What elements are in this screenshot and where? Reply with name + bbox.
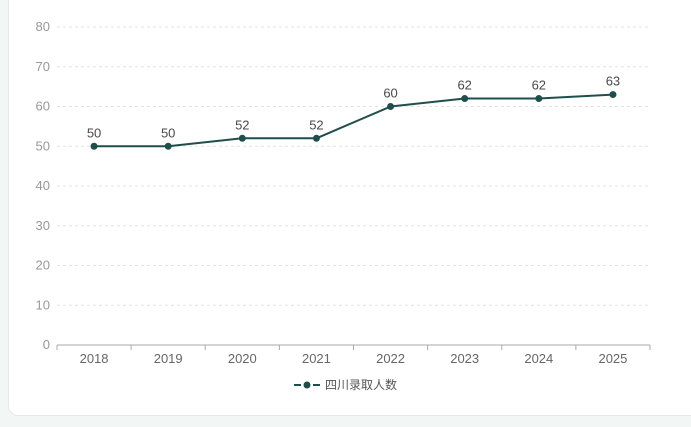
- data-point: [609, 91, 617, 99]
- legend-line-marker-icon: [293, 381, 320, 388]
- x-axis-tick-label: 2021: [302, 351, 331, 366]
- x-axis-tick-label: 2019: [154, 351, 183, 366]
- legend-item[interactable]: 四川录取人数: [293, 376, 397, 393]
- data-point-label: 60: [383, 86, 397, 101]
- y-axis-tick-label: 40: [36, 178, 50, 193]
- y-axis-tick-label: 80: [36, 19, 50, 34]
- data-point: [90, 142, 98, 150]
- data-point-label: 62: [457, 78, 471, 93]
- data-point-label: 50: [87, 125, 101, 140]
- data-point: [238, 134, 246, 142]
- data-point-label: 62: [532, 78, 546, 93]
- y-axis-tick-label: 0: [43, 337, 50, 352]
- y-axis-tick-label: 60: [36, 99, 50, 114]
- x-axis-tick-label: 2020: [228, 351, 257, 366]
- data-point: [164, 142, 172, 150]
- data-point: [312, 134, 320, 142]
- data-point-label: 52: [309, 117, 323, 132]
- y-axis-tick-label: 50: [36, 138, 50, 153]
- data-point: [535, 95, 543, 103]
- data-point: [387, 103, 395, 110]
- x-axis-labels: 2018 2019 2020 2021 2022 2023 2024 2025: [80, 351, 628, 366]
- data-point: [461, 95, 469, 103]
- chart-legend: 四川录取人数: [0, 376, 691, 393]
- x-axis-tick-label: 2018: [80, 351, 109, 366]
- y-axis-labels: 0 10 20 30 40 50 60 70 80: [36, 19, 50, 352]
- x-axis-tick-label: 2024: [524, 351, 553, 366]
- gridlines: [57, 26, 650, 306]
- y-axis-tick-label: 30: [36, 218, 50, 233]
- y-axis-tick-label: 10: [36, 297, 50, 312]
- x-axis: [56, 344, 651, 350]
- y-axis-tick-label: 70: [36, 59, 50, 74]
- x-axis-tick-label: 2022: [376, 351, 405, 366]
- y-axis-tick-label: 20: [36, 258, 50, 273]
- data-point-label: 52: [235, 117, 249, 132]
- x-axis-tick-label: 2025: [598, 351, 627, 366]
- legend-item-label: 四川录取人数: [324, 378, 397, 392]
- data-point-label: 50: [161, 125, 175, 140]
- series-四川录取人数: 50 50 52 52 60 62 62 63: [87, 74, 620, 150]
- data-point-label: 63: [606, 74, 620, 89]
- series-line: [94, 93, 613, 148]
- chart-card: [8, 0, 691, 416]
- x-axis-tick-label: 2023: [450, 351, 479, 366]
